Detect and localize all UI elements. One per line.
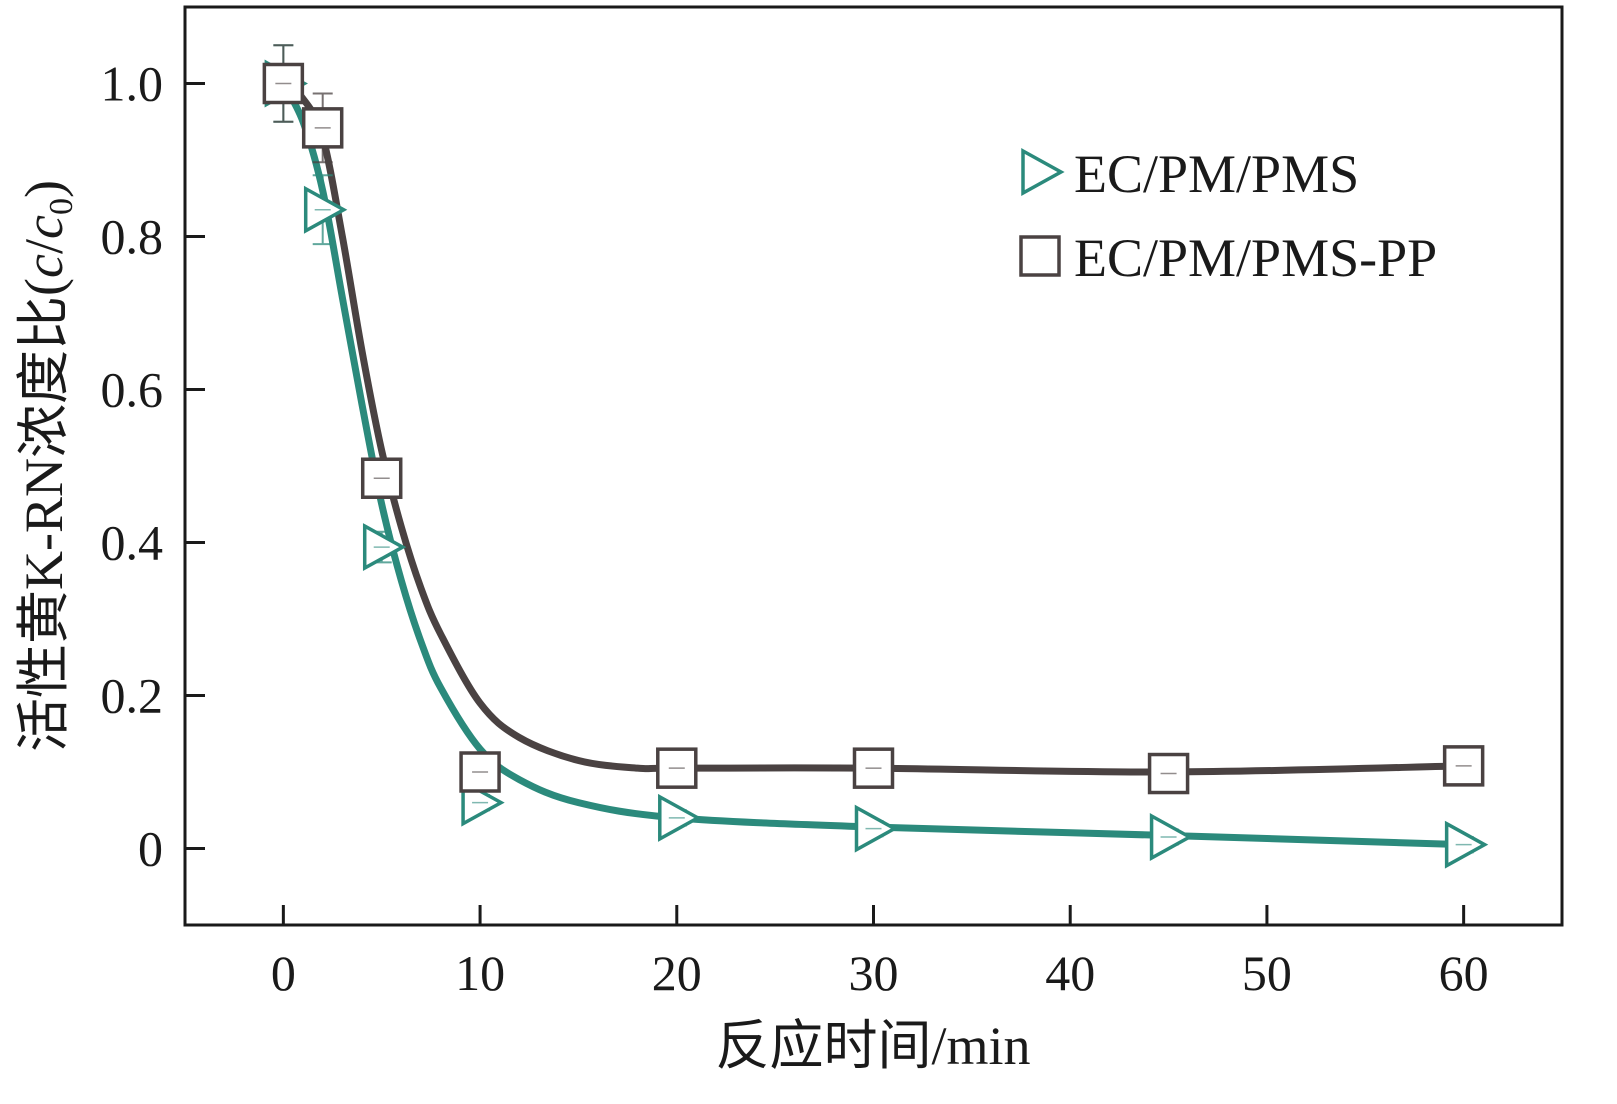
legend-label: EC/PM/PMS — [1074, 144, 1359, 204]
x-tick-label: 40 — [1045, 945, 1095, 1001]
x-tick-label: 20 — [652, 945, 702, 1001]
legend-marker — [1021, 148, 1065, 196]
x-tick-label: 60 — [1439, 945, 1489, 1001]
series-fit-line — [279, 80, 1468, 776]
y-tick-label: 1.0 — [101, 56, 164, 112]
series-fit-line — [279, 80, 1468, 849]
x-tick-label: 50 — [1242, 945, 1292, 1001]
data-point — [1442, 745, 1485, 787]
y-axis-label: 活性黄K-RN浓度比(c/c0) — [14, 180, 80, 752]
x-tick-label: 10 — [455, 945, 505, 1001]
y-tick-label: 0.4 — [101, 515, 164, 571]
x-tick-label: 0 — [271, 945, 296, 1001]
x-axis-label: 反应时间/min — [715, 1016, 1030, 1076]
legend-marker — [1019, 235, 1061, 277]
y-tick-label: 0 — [138, 821, 163, 877]
data-point — [360, 457, 403, 499]
series-2 — [279, 80, 1468, 776]
series-1 — [279, 80, 1468, 849]
legend: EC/PM/PMS EC/PM/PMS-PP — [1019, 144, 1437, 288]
data-point — [459, 751, 501, 793]
y-tick-label: 0.2 — [101, 668, 164, 724]
y-tick-label: 0.6 — [101, 362, 164, 418]
x-tick-label: 30 — [849, 945, 899, 1001]
y-tick-label: 0.8 — [101, 209, 164, 265]
series-2-points — [262, 44, 1485, 795]
legend-label: EC/PM/PMS-PP — [1074, 228, 1437, 288]
